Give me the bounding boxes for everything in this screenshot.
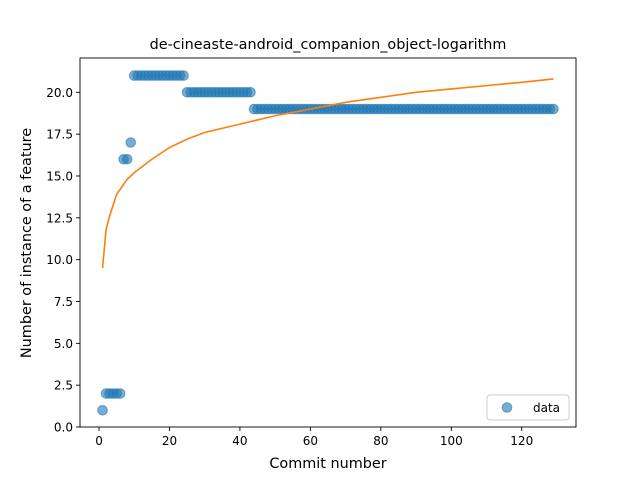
x-tick-label: 120 bbox=[510, 434, 533, 448]
plot-area: 0 20 40 60 80 100 120 0.0 2.5 5.0 7.5 10.0 12.5 15.0 1… bbox=[46, 57, 577, 448]
y-tick-label: 5.0 bbox=[54, 337, 73, 351]
x-tick-label: 0 bbox=[95, 434, 103, 448]
y-tick-label: 20.0 bbox=[46, 86, 73, 100]
data-point bbox=[114, 388, 126, 399]
y-tick-label: 12.5 bbox=[46, 211, 73, 225]
x-tick-label: 20 bbox=[162, 434, 177, 448]
x-tick-label: 40 bbox=[232, 434, 247, 448]
y-tick-label: 0.0 bbox=[54, 421, 73, 435]
y-tick-label: 17.5 bbox=[46, 128, 73, 142]
legend-label-data: data bbox=[533, 401, 560, 415]
data-point bbox=[125, 137, 137, 148]
data-point bbox=[245, 87, 256, 98]
x-axis-label: Commit number bbox=[269, 456, 386, 472]
legend-marker-data bbox=[501, 402, 513, 413]
data-point bbox=[121, 153, 133, 165]
legend: data bbox=[486, 394, 570, 421]
legend-box bbox=[486, 394, 570, 421]
data-point bbox=[97, 404, 108, 416]
chart-title: de-cineaste-android_companion_object-log… bbox=[150, 37, 507, 53]
data-point bbox=[548, 103, 559, 115]
y-tick-label: 7.5 bbox=[54, 295, 73, 309]
x-tick-label: 60 bbox=[303, 434, 318, 448]
fit-line bbox=[101, 78, 554, 269]
x-tick-label: 80 bbox=[373, 434, 388, 448]
data-point bbox=[178, 70, 189, 81]
y-axis-label: Number of instance of a feature bbox=[19, 128, 35, 358]
y-tick-label: 15.0 bbox=[46, 169, 73, 183]
x-tick-label: 100 bbox=[440, 434, 463, 448]
y-tick-label: 10.0 bbox=[46, 253, 73, 267]
y-tick-label: 2.5 bbox=[54, 379, 73, 393]
axes-frame bbox=[79, 57, 577, 428]
